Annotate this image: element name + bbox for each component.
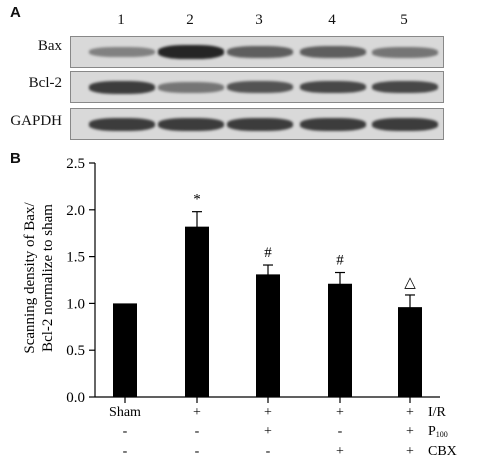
y-axis-label-line1: Scanning density of Bax/ xyxy=(22,202,38,354)
treatment-mark: + xyxy=(336,444,344,459)
treatment-mark: + xyxy=(406,424,414,439)
treatment-mark: + xyxy=(193,405,201,420)
blot-band xyxy=(227,117,293,131)
bar xyxy=(113,303,137,397)
bar xyxy=(256,274,280,397)
treatment-row-label: CBX xyxy=(428,444,457,459)
blot-label-bax: Bax xyxy=(37,38,62,54)
bar xyxy=(185,226,209,397)
lane-number: 4 xyxy=(328,12,336,28)
blot-band xyxy=(227,81,293,93)
blot-band xyxy=(158,117,224,131)
y-tick-label: 1.5 xyxy=(66,250,85,266)
treatment-mark: + xyxy=(336,405,344,420)
blot-band xyxy=(372,46,438,58)
treatment-mark: + xyxy=(406,444,414,459)
y-tick-label: 0.0 xyxy=(66,390,85,406)
bars: * # # △ xyxy=(113,192,422,397)
treatment-row-label-subscript: 100 xyxy=(436,430,448,439)
blot-band xyxy=(89,80,155,94)
significance-marker: △ xyxy=(404,275,416,291)
treatment-mark: - xyxy=(266,444,271,459)
lane-number: 3 xyxy=(255,12,263,28)
blot-label-gapdh: GAPDH xyxy=(10,113,62,129)
y-tick-label: 1.0 xyxy=(66,296,85,312)
y-tick-label: 0.5 xyxy=(66,343,85,359)
significance-marker: * xyxy=(193,192,201,208)
blot-band xyxy=(300,117,366,131)
treatment-mark: - xyxy=(338,424,343,439)
treatment-row-label: I/R xyxy=(428,405,447,420)
treatment-mark: - xyxy=(123,424,128,439)
y-tick-label: 2.0 xyxy=(66,203,85,219)
treatment-mark: - xyxy=(195,444,200,459)
treatment-table: Sham + + + + I/R - - + - + P100 - - - + + CBX xyxy=(109,405,457,459)
significance-marker: # xyxy=(264,245,272,261)
lane-number: 1 xyxy=(117,12,125,28)
treatment-row-label: P100 xyxy=(428,424,448,439)
bar xyxy=(328,283,352,397)
treatment-mark: + xyxy=(406,405,414,420)
blot-band xyxy=(300,46,366,58)
blot-label-bcl2: Bcl-2 xyxy=(28,75,62,91)
bar xyxy=(398,307,422,397)
lane-number: 2 xyxy=(186,12,194,28)
sham-label: Sham xyxy=(109,405,141,420)
blot-strip-bcl2 xyxy=(70,71,444,103)
treatment-mark: + xyxy=(264,405,272,420)
panel-b-label: B xyxy=(10,150,21,167)
blot-band xyxy=(372,81,438,93)
lane-number: 5 xyxy=(400,12,408,28)
blot-band xyxy=(158,45,224,59)
blot-band xyxy=(158,81,224,93)
y-axis-label: Scanning density of Bax/ Bcl-2 normalize… xyxy=(22,202,56,354)
blot-band xyxy=(89,47,155,57)
panel-a-label: A xyxy=(10,4,21,21)
blot-strip-gapdh xyxy=(70,108,444,140)
treatment-mark: - xyxy=(123,444,128,459)
y-tick-label: 2.5 xyxy=(66,156,85,172)
y-axis-label-line2: Bcl-2 normalize to sham xyxy=(40,204,56,352)
blot-band xyxy=(227,46,293,58)
blot-band xyxy=(300,81,366,93)
treatment-mark: - xyxy=(195,424,200,439)
blot-band xyxy=(89,117,155,131)
significance-marker: # xyxy=(336,253,344,269)
blot-strip-bax xyxy=(70,36,444,68)
blot-band xyxy=(372,117,438,131)
treatment-mark: + xyxy=(264,424,272,439)
